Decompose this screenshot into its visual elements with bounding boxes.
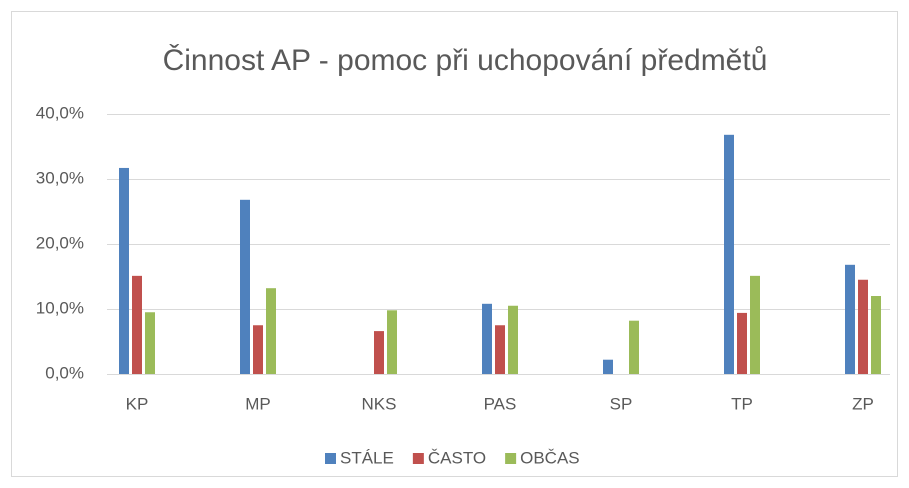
- bar: [132, 275, 142, 374]
- y-tick-label: 10,0%: [36, 298, 84, 317]
- bar: [508, 305, 518, 374]
- x-tick-label: MP: [245, 394, 271, 413]
- legend-label: ČASTO: [428, 448, 486, 467]
- bar: [858, 279, 868, 374]
- y-tick-label: 40,0%: [36, 103, 84, 122]
- bar: [845, 264, 855, 374]
- bar: [737, 312, 747, 374]
- x-tick-label: SP: [610, 394, 633, 413]
- x-tick-label: KP: [126, 394, 149, 413]
- bar: [724, 134, 734, 374]
- legend-swatch: [325, 453, 336, 464]
- bar: [119, 167, 129, 374]
- y-tick-label: 0,0%: [45, 363, 84, 382]
- legend-label: OBČAS: [520, 448, 580, 467]
- legend-swatch: [505, 453, 517, 464]
- bar: [387, 310, 397, 374]
- x-tick-label: ZP: [852, 394, 874, 413]
- bar: [482, 303, 492, 374]
- bar: [750, 275, 760, 374]
- x-tick-label: PAS: [484, 394, 517, 413]
- bar: [266, 288, 276, 374]
- y-tick-label: 20,0%: [36, 233, 84, 252]
- bar: [374, 331, 384, 374]
- bar: [145, 312, 155, 374]
- chart-title: Činnost AP - pomoc při uchopování předmě…: [163, 43, 768, 77]
- x-tick-label: NKS: [362, 394, 397, 413]
- x-tick-label: TP: [731, 394, 753, 413]
- bar: [495, 325, 505, 374]
- legend-label: STÁLE: [340, 448, 394, 467]
- bar: [871, 296, 881, 374]
- bar: [240, 199, 250, 374]
- bar: [603, 359, 613, 374]
- bar: [253, 325, 263, 374]
- y-tick-label: 30,0%: [36, 168, 84, 187]
- legend-swatch: [412, 453, 424, 464]
- bar: [629, 320, 639, 374]
